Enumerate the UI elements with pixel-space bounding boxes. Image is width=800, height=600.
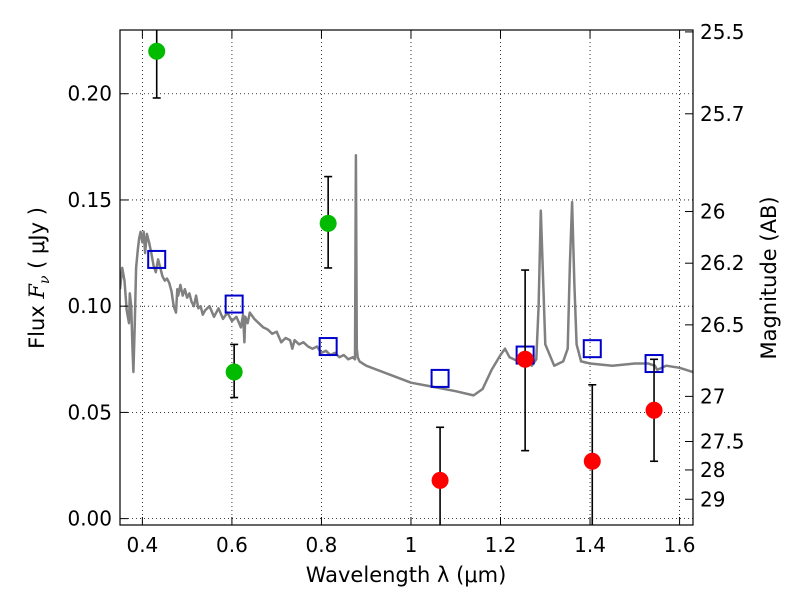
magnitude-tick-label: 27 (700, 384, 725, 408)
non-detection-marker (431, 471, 449, 489)
magnitude-tick-label: 27.5 (700, 429, 745, 453)
model-point-square (430, 368, 450, 388)
y-tick-label: 0.05 (67, 400, 112, 424)
magnitude-tick-label: 28 (700, 458, 725, 482)
y-tick-label: 0.00 (67, 507, 112, 531)
magnitude-tick-label: 25.7 (700, 102, 745, 126)
grid (120, 30, 693, 525)
x-axis-label: Wavelength λ (μm) (306, 563, 507, 587)
magnitude-tick-label: 25.5 (700, 20, 745, 44)
non-detection-marker (583, 452, 601, 470)
detection-marker (319, 214, 337, 232)
axes: 0.4 0.6 0.8 1 1.2 1.4 1.6 0.00 0.05 0.10 0.15 0.20 2… (67, 20, 744, 557)
spectrum-line (120, 154, 693, 397)
x-tick-label: 0.4 (126, 533, 158, 557)
magnitude-tick-label: 26.5 (700, 313, 745, 337)
plot-area (120, 30, 693, 525)
y-axis-label-symbol: F (25, 283, 49, 300)
y-tick-label: 0.20 (67, 82, 112, 106)
x-tick-label: 0.6 (216, 533, 248, 557)
detection-marker (148, 42, 166, 60)
x-tick-label: 1.6 (664, 533, 696, 557)
model-point-square (224, 294, 244, 314)
y-tick-label: 0.15 (67, 188, 112, 212)
non-detection-marker (516, 350, 534, 368)
y-tick-label: 0.10 (67, 294, 112, 318)
y-axis-label-suffix: ( μJy ) (25, 207, 49, 275)
plot-frame (119, 29, 694, 526)
magnitude-tick-label: 26.2 (700, 251, 745, 275)
x-tick-label: 1.2 (485, 533, 517, 557)
magnitude-tick-label: 29 (700, 487, 725, 511)
x-tick-label: 1 (405, 533, 418, 557)
model-point-square (318, 337, 338, 357)
model-point-square (582, 339, 602, 359)
y-axis-label: Flux Fν ( μJy ) (25, 207, 53, 349)
non-detection-marker (645, 401, 663, 419)
detection-marker (225, 363, 243, 381)
y-axis-label-prefix: Flux (25, 299, 49, 349)
y-axis-label-subscript: ν (37, 275, 53, 284)
x-tick-label: 1.4 (574, 533, 606, 557)
x-tick-label: 0.8 (306, 533, 338, 557)
magnitude-tick-label: 26 (700, 200, 725, 224)
y-axis-right-label: Magnitude (AB) (757, 196, 781, 359)
model-point-square (147, 249, 167, 269)
